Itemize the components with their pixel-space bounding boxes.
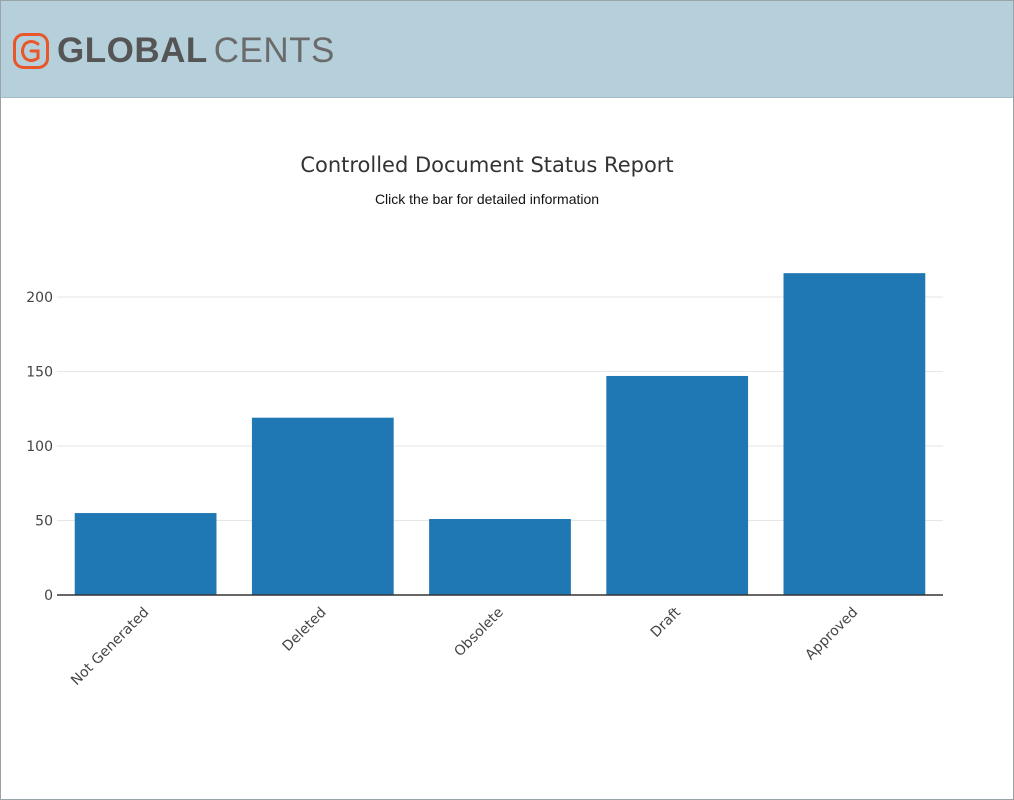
x-tick-label: Approved [802, 605, 861, 664]
y-tick-label: 200 [26, 290, 53, 306]
brand-wordmark: GLOBAL CENTS [57, 31, 335, 71]
brand-logo[interactable]: GLOBAL CENTS [13, 31, 335, 71]
x-tick-label: Draft [648, 604, 685, 641]
y-tick-label: 100 [26, 439, 53, 455]
y-tick-label: 0 [44, 588, 53, 604]
bar-draft[interactable]: Draft: 147 [606, 375, 749, 595]
y-tick-label: 150 [26, 365, 53, 381]
bar-deleted[interactable]: Deleted: 119 [251, 417, 394, 595]
brand-name-right: CENTS [213, 31, 335, 70]
bar-approved[interactable]: Approved: 216 [783, 273, 926, 595]
x-tick-label: Deleted [280, 605, 330, 655]
bar-not-generated[interactable]: Not Generated: 55 [74, 513, 217, 595]
chart-title: Controlled Document Status Report [300, 153, 674, 177]
brand-name-left: GLOBAL [57, 31, 208, 70]
bar-chart: 0 50 100 150 200 Not Generated: 55 Not Generat… [26, 273, 943, 689]
x-tick-label: Obsolete [451, 605, 506, 660]
chart-subtitle: Click the bar for detailed information [374, 191, 600, 207]
app-header: GLOBAL CENTS [1, 1, 1013, 98]
chart-container: Controlled Document Status Report Click … [1, 98, 1013, 798]
globalcents-logo-icon [13, 33, 49, 69]
bar-obsolete[interactable]: Obsolete: 51 [429, 519, 571, 595]
y-tick-label: 50 [35, 514, 53, 530]
x-tick-label: Not Generated [68, 605, 152, 689]
